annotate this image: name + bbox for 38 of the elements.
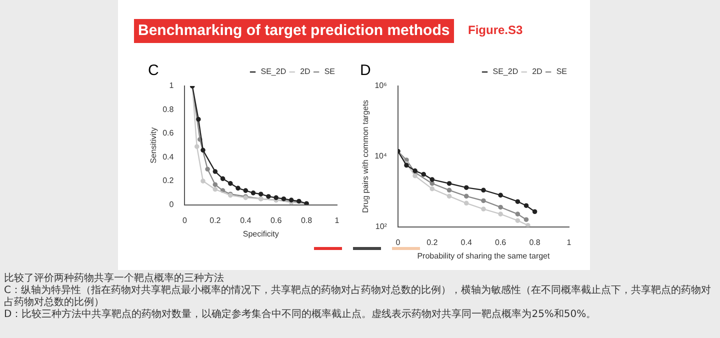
- text: 比较了评价两种药物共享一个靶点概率的三种方法: [4, 273, 225, 284]
- x-tick-label: 0.2: [426, 238, 438, 247]
- legend-label: SE: [556, 67, 567, 76]
- x-tick-label: 0: [396, 238, 401, 247]
- y-tick-label: 0.6: [162, 128, 174, 138]
- legend-label: SE: [324, 67, 335, 76]
- legend-label: SE_2D: [492, 67, 518, 76]
- y-axis-title: Sensitivity: [149, 127, 158, 164]
- legend-label: 2D: [532, 67, 543, 76]
- x-tick-label: 0.6: [270, 216, 282, 225]
- text: D：比较三种方法中共享靶点的药物对数量，以确定参考集合中不同的概率截止点。虚线表示药物对共享同一靶点概率为25%和50%。: [4, 309, 598, 321]
- y-tick-label: 0.8: [162, 104, 174, 114]
- x-tick-label: 1: [566, 238, 572, 247]
- text: Figure.S3: [468, 23, 523, 37]
- y-tick-label: 0: [169, 200, 174, 210]
- x-tick-label: 1: [334, 216, 340, 225]
- legend-label: SE_2D: [260, 67, 286, 76]
- y-tick-label: 0.2: [162, 176, 174, 186]
- y-axis-title: Drug pairs with common targets: [361, 100, 370, 213]
- y-tick-label: 1: [169, 81, 174, 90]
- text: C：纵轴为特异性（指在药物对共享靶点最小概率的情况下，共享靶点的药物对占药物对总数的比例），横轴为敏感性（在不同概率截止点下，共享靶点的药物对占药物对总数的比例）: [4, 285, 712, 308]
- x-tick-label: 0.4: [240, 216, 252, 225]
- chart-title: D: [360, 62, 371, 80]
- y-tick-label: 10²: [375, 222, 388, 232]
- legend-label: 2D: [300, 67, 311, 76]
- x-tick-label: 0.6: [495, 238, 507, 247]
- x-tick-label: 0.8: [529, 238, 541, 247]
- x-tick-label: 0.2: [210, 216, 222, 225]
- x-tick-label: 0: [182, 216, 188, 225]
- y-tick-label: 10⁶: [374, 81, 387, 90]
- text: Benchmarking of target prediction methods: [134, 19, 454, 43]
- y-tick-label: 10⁴: [374, 152, 388, 161]
- x-axis-title: Probability of sharing the same target: [417, 251, 551, 260]
- chart-title: C: [148, 62, 159, 80]
- x-tick-label: 0.4: [460, 238, 472, 247]
- x-tick-label: 0.8: [300, 216, 313, 225]
- x-axis-title: Specificity: [242, 229, 279, 238]
- y-tick-label: 0.4: [162, 152, 174, 162]
